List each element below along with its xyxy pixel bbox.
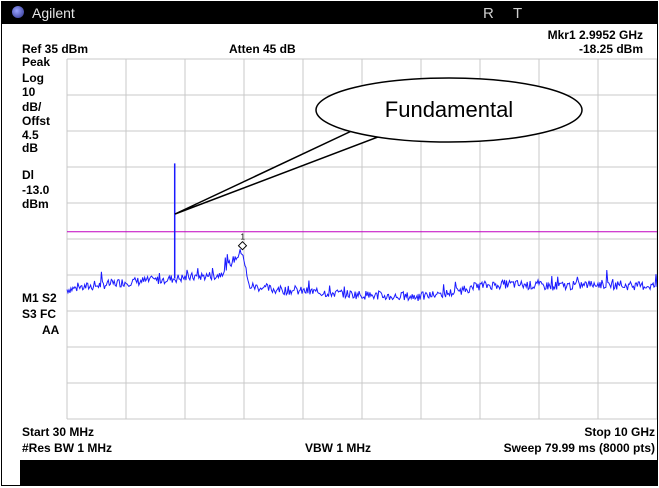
marker-index-label: 1 [240,233,245,242]
scale-unit-label: dB/ [22,100,42,114]
detector-label: Peak [22,55,51,69]
marker-diamond-icon [237,240,248,251]
scale-value-label: 10 [22,85,36,99]
attenuation: Atten 45 dB [229,42,296,56]
start-frequency: Start 30 MHz [22,425,95,439]
stop-frequency: Stop 10 GHz [584,425,655,439]
display-line-unit: dBm [22,197,49,211]
callout-pointer [174,127,400,215]
callout-join [357,120,402,130]
marker-frequency: Mkr1 2.9952 GHz [547,28,643,42]
marker-amplitude: -18.25 dBm [578,42,643,56]
status-row-3: AA [42,323,60,337]
reference-level: Ref 35 dBm [22,42,89,56]
fundamental-callout: Fundamental [174,77,583,215]
offset-unit-label: dB [22,141,38,155]
video-bandwidth: VBW 1 MHz [305,441,371,455]
remote-indicator: R [483,5,494,22]
offset-value-label: 4.5 [22,128,39,142]
offset-label: Offst [22,114,50,128]
callout-text: Fundamental [385,97,513,122]
title-bar: Agilent R T [2,2,657,24]
scale-type-label: Log [22,71,44,85]
spectrum-trace [66,249,657,302]
display-line-label: Dl [22,168,34,182]
status-row-1: M1 S2 [22,291,57,305]
resolution-bandwidth: #Res BW 1 MHz [22,441,113,455]
softkey-bar [20,460,657,485]
agilent-logo-icon [12,6,24,18]
display-line-value: -13.0 [22,183,50,197]
trigger-indicator: T [513,5,523,22]
sweep-time: Sweep 79.99 ms (8000 pts) [503,441,655,455]
brand-name: Agilent [32,5,75,21]
status-row-2: S3 FC [22,307,57,321]
